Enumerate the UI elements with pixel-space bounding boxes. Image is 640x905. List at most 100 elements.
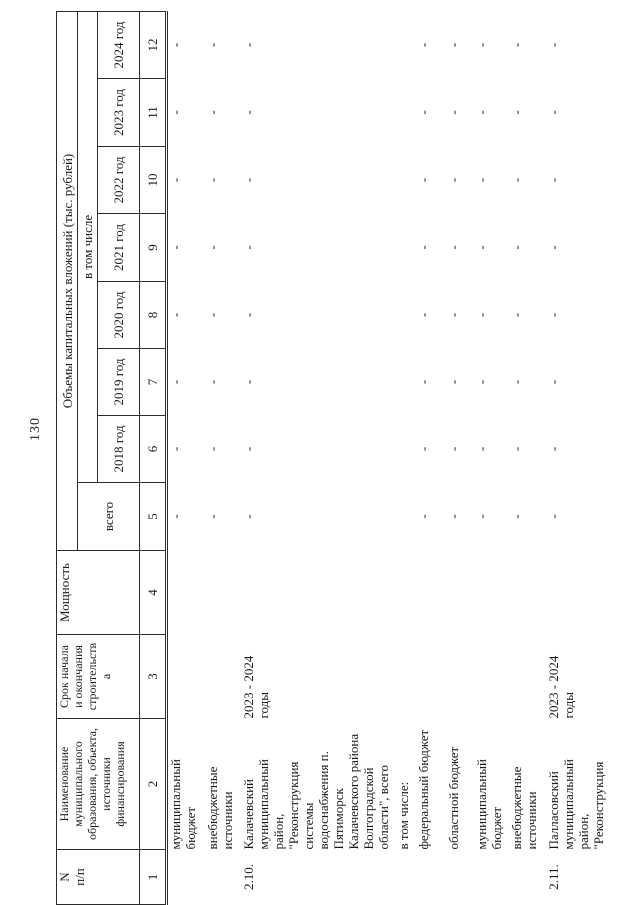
row-term-cell: 2023 - 2024 годы [240, 655, 271, 719]
row-value-cell: - [415, 379, 431, 385]
header-year: 2020 год [97, 281, 140, 349]
row-value-cell: - [415, 110, 431, 115]
header-year: 2021 год [97, 213, 140, 282]
row-number-cell [509, 850, 546, 905]
header-year: 2024 год [97, 11, 140, 79]
header-col-number: 11 [139, 78, 167, 147]
row-capacity-cell [205, 551, 241, 635]
row-value-cell: - [240, 379, 256, 385]
row-value-cell: - [240, 110, 256, 115]
row-value-cell [396, 214, 416, 282]
table-row: в том числе: [396, 11, 416, 904]
row-number-cell [416, 850, 446, 905]
row-value-cell: - [168, 446, 183, 452]
row-label-cell: Палласовский муниципальный район, "Рекон… [545, 759, 606, 850]
header-row-volumes: N п/п Наименование муниципального образо… [56, 11, 140, 905]
row-value-cell: - [545, 446, 561, 452]
row-value-cell: - [545, 312, 561, 318]
row-value-cell: - [508, 514, 524, 519]
row-value-cell [396, 282, 416, 349]
row-value-cell: - [508, 177, 524, 183]
row-label-cell: внебюджетные источники [508, 766, 539, 850]
row-value-cell: - [445, 110, 461, 115]
row-value-cell: - [415, 245, 431, 250]
row-value-cell: - [473, 312, 489, 318]
header-col-number: 9 [139, 213, 167, 282]
row-value-cell: - [204, 312, 220, 318]
row-capacity-cell [446, 551, 474, 635]
table-row: внебюджетные источники - - - - - - - - [509, 11, 546, 904]
header-col-number: 12 [139, 11, 167, 79]
row-value-cell: - [445, 42, 461, 48]
header-year: 2023 год [97, 78, 140, 147]
header-col-number: 10 [139, 146, 167, 214]
row-value-cell: - [445, 177, 461, 183]
row-value-cell: - [545, 245, 561, 250]
row-value-cell: - [508, 446, 524, 452]
row-value-cell: - [204, 379, 220, 385]
row-number-cell [446, 850, 474, 905]
row-value-cell: - [545, 177, 561, 183]
row-number-cell [396, 850, 416, 905]
row-value-cell: - [445, 379, 461, 385]
row-number-cell [474, 850, 509, 905]
table-row: муниципальный бюджет - - - - - - - - [167, 11, 205, 904]
row-label-cell: в том числе: [395, 781, 411, 850]
row-capacity-cell [509, 551, 546, 635]
table-row: 2.11. Палласовский муниципальный район, "… [546, 11, 640, 904]
row-number-cell: 2.10. [240, 864, 256, 890]
row-value-cell: - [204, 245, 220, 250]
row-value-cell [396, 147, 416, 214]
header-year: 2018 год [97, 415, 140, 483]
table-row: муниципальный бюджет - - - - - - - - [474, 11, 509, 904]
row-value-cell: - [545, 514, 561, 519]
row-label-cell: Калачевский муниципальный район, "Реконс… [240, 733, 391, 850]
row-value-cell: - [204, 514, 220, 519]
row-number-cell [205, 850, 241, 905]
row-value-cell: - [508, 379, 524, 385]
row-label-cell: областной бюджет [445, 746, 461, 850]
row-term-cell [474, 635, 509, 719]
row-value-cell: - [168, 514, 183, 519]
row-value-cell: - [508, 312, 524, 318]
table-row: 2.10. Калачевский муниципальный район, "Р… [241, 11, 396, 904]
row-value-cell: - [445, 446, 461, 452]
row-capacity-cell [167, 551, 205, 635]
row-value-cell: - [168, 177, 183, 183]
row-term-cell [416, 635, 446, 719]
page-number: 130 [28, 417, 43, 441]
header-col-npp: N п/п [56, 849, 140, 905]
row-value-cell: - [415, 446, 431, 452]
header-col-number: 2 [139, 718, 167, 850]
row-capacity-cell [416, 551, 446, 635]
row-value-cell: - [473, 245, 489, 250]
header-col-capacity: Мощность [56, 550, 140, 635]
row-term-cell: 2023 - 2024 годы [545, 655, 576, 719]
row-value-cell [396, 79, 416, 147]
header-col-number: 1 [139, 849, 167, 905]
row-value-cell: - [473, 514, 489, 519]
row-capacity-cell [396, 551, 416, 635]
header-col-name: Наименование муниципального образования,… [56, 718, 140, 850]
row-label-cell: внебюджетные источники [204, 766, 235, 850]
table-row: внебюджетные источники - - - - - - - - [205, 11, 241, 904]
row-capacity-cell [546, 551, 640, 635]
row-value-cell: - [473, 446, 489, 452]
row-value-cell: - [508, 245, 524, 250]
row-value-cell [396, 416, 416, 483]
header-year: 2022 год [97, 146, 140, 214]
header-col-number: 6 [139, 415, 167, 483]
row-value-cell: - [240, 514, 256, 519]
row-capacity-cell [241, 551, 396, 635]
row-value-cell: - [168, 379, 183, 385]
row-value-cell: - [415, 514, 431, 519]
row-value-cell: - [508, 42, 524, 48]
header-col-number: 5 [139, 482, 167, 551]
row-value-cell: - [415, 42, 431, 48]
row-value-cell: - [240, 446, 256, 452]
row-value-cell: - [545, 379, 561, 385]
table-row: областной бюджет - - - - - - - - [446, 11, 474, 904]
row-value-cell [396, 349, 416, 416]
